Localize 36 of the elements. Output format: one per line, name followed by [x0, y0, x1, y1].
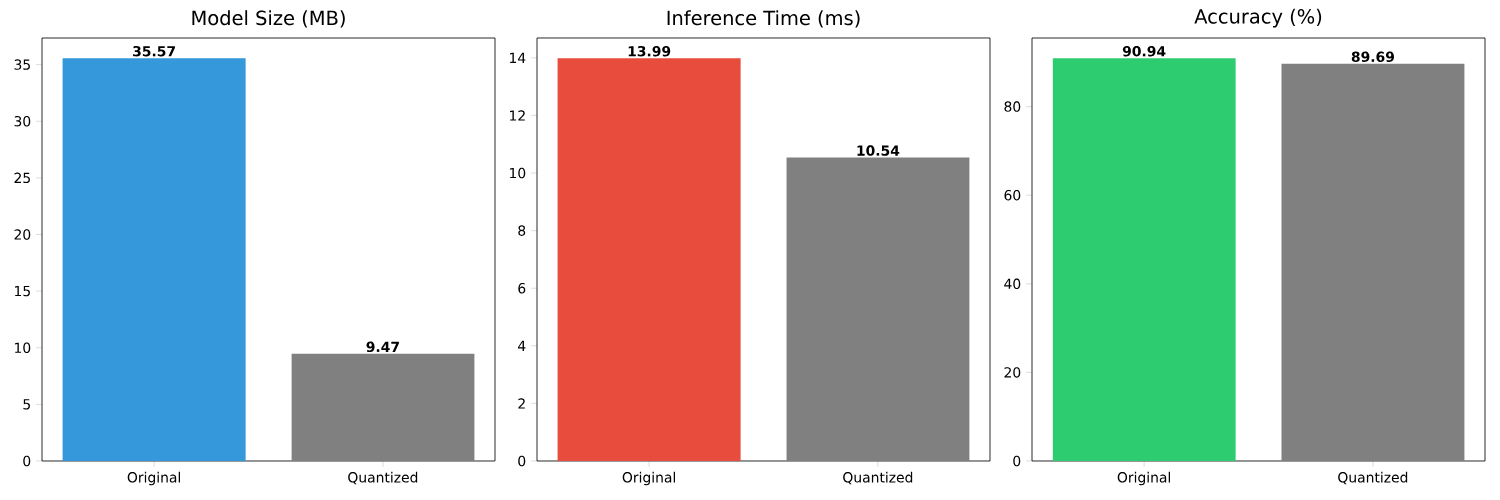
x-tick-label: Original — [127, 471, 180, 486]
data-label: 13.99 — [628, 45, 671, 57]
y-tick-label: 15 — [15, 285, 30, 297]
y-tick-label: 20 — [14, 229, 31, 240]
x-tick-label: Original — [622, 471, 675, 486]
data-label: 90.94 — [1122, 45, 1166, 57]
y-tick-label: 8 — [518, 225, 526, 236]
y-tick-label: 0 — [518, 455, 526, 467]
y-tick-label: 6 — [518, 282, 526, 294]
x-tick-label: Original — [1117, 471, 1170, 486]
y-tick-label: 4 — [518, 340, 526, 351]
y-tick-label: 35 — [14, 59, 30, 70]
y-tick-label: 20 — [1004, 367, 1021, 378]
y-tick-label: 12 — [510, 110, 525, 121]
data-label: 9.47 — [366, 341, 399, 353]
chart-title: Inference Time (ms) — [667, 10, 860, 28]
data-label: 35.57 — [133, 45, 175, 57]
x-tick-label: Quantized — [1338, 471, 1408, 485]
y-tick-label: 80 — [1004, 101, 1021, 112]
y-tick-label: 40 — [1004, 278, 1021, 290]
y-tick-label: 10 — [15, 342, 31, 353]
y-tick-label: 10 — [510, 167, 526, 179]
data-label: 89.69 — [1351, 51, 1394, 63]
y-tick-label: 0 — [23, 455, 31, 467]
y-tick-label: 5 — [23, 399, 30, 410]
chart-title: Model Size (MB) — [192, 10, 345, 28]
y-tick-label: 25 — [14, 172, 30, 184]
x-tick-label: Quantized — [843, 471, 913, 485]
y-tick-label: 60 — [1004, 189, 1021, 201]
y-tick-label: 2 — [518, 398, 525, 409]
y-tick-label: 0 — [1013, 455, 1021, 467]
data-label: 10.54 — [857, 145, 900, 156]
y-tick-label: 14 — [510, 52, 526, 63]
x-tick-label: Quantized — [348, 471, 418, 485]
y-tick-label: 30 — [14, 115, 31, 127]
chart-title: Accuracy (%) — [1194, 8, 1322, 28]
